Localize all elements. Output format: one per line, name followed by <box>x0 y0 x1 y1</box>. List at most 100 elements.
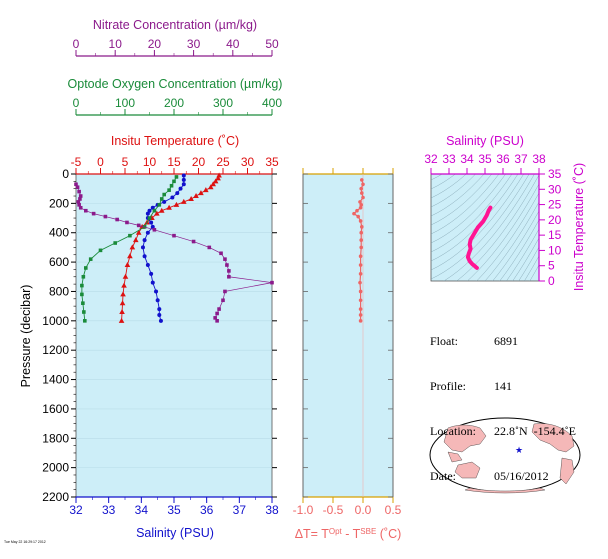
delta-point-18 <box>358 272 363 276</box>
oxygen-point-14 <box>84 266 88 270</box>
nitrate-point-19 <box>223 257 227 261</box>
pressure-tick-label-3: 600 <box>49 255 69 269</box>
profile-row: Profile: 141 <box>430 379 576 394</box>
salinity-point-24 <box>157 312 162 317</box>
delta-tick-label-2: 0.0 <box>355 503 372 517</box>
ts-temperature-tick-label-1: 5 <box>548 259 555 273</box>
nitrate-point-11 <box>115 217 119 222</box>
nitrate-point-29 <box>215 319 219 323</box>
salinity-point-1 <box>181 177 186 182</box>
nitrate-tick-label-0: 0 <box>73 37 80 51</box>
float-value: 6891 <box>494 334 518 348</box>
ts-density-contour <box>524 255 539 281</box>
pressure-tick-label-0: 0 <box>62 167 69 181</box>
map-land-australia <box>454 461 481 479</box>
delta-axis-sup2: SBE <box>360 527 376 536</box>
salinity-point-18 <box>145 263 150 268</box>
map-land-southeast-asia <box>447 451 463 463</box>
nitrate-point-17 <box>207 245 212 250</box>
temperature-point-21 <box>124 262 131 268</box>
nitrate-tick-label-3: 30 <box>187 37 201 51</box>
ts-density-contour <box>456 174 539 281</box>
temperature-point-5 <box>203 187 209 193</box>
date-row: Date: 05/16/2012 <box>430 469 576 484</box>
nitrate-point-24 <box>223 289 227 294</box>
salinity-point-21 <box>154 289 159 294</box>
salinity-point-13 <box>150 224 155 229</box>
nitrate-point-23 <box>270 280 274 285</box>
temperature-axis-title: Insitu Temperature (˚C) <box>111 134 239 148</box>
pressure-tick-label-7: 1400 <box>42 373 69 387</box>
ts-density-contour <box>466 183 539 281</box>
ts-salinity-tick-label-6: 38 <box>532 152 546 166</box>
delta-tick-label-0: -1.0 <box>293 503 314 517</box>
ts-density-contour <box>484 201 539 281</box>
ts-salinity-axis-title: Salinity (PSU) <box>446 134 524 148</box>
salinity-point-17 <box>142 254 147 259</box>
delta-point-23 <box>358 313 363 317</box>
ts-salinity-tick-label-2: 34 <box>460 152 474 166</box>
delta-point-4 <box>361 195 365 200</box>
nitrate-point-0 <box>74 182 78 187</box>
ts-density-contour <box>506 228 539 281</box>
nitrate-point-8 <box>84 208 88 213</box>
ts-density-contour <box>443 174 535 281</box>
delta-tick-label-3: 0.5 <box>385 503 402 517</box>
oxygen-point-11 <box>113 241 117 245</box>
temperature-tick-label-5: 20 <box>192 155 206 169</box>
nitrate-point-10 <box>103 214 108 219</box>
temperature-tick-label-8: 35 <box>265 155 279 169</box>
profile-label: Profile: <box>430 379 466 393</box>
nitrate-point-3 <box>78 194 83 198</box>
salinity-tick-label-2: 34 <box>135 503 149 517</box>
oxygen-point-19 <box>82 310 86 314</box>
ts-density-contour <box>431 174 500 235</box>
temperature-point-24 <box>120 291 126 297</box>
nitrate-axis-title: Nitrate Concentration (µm/kg) <box>93 18 257 32</box>
nitrate-point-1 <box>75 185 80 190</box>
oxygen-point-7 <box>152 208 157 213</box>
temperature-point-18 <box>132 237 139 243</box>
pressure-tick-label-2: 400 <box>49 226 69 240</box>
nitrate-point-15 <box>172 233 176 238</box>
temperature-tick-label-4: 15 <box>167 155 181 169</box>
delta-tick-label-1: -0.5 <box>323 503 344 517</box>
ts-density-contour <box>431 174 456 190</box>
salinity-point-8 <box>150 205 155 210</box>
ts-temperature-tick-label-4: 20 <box>548 213 562 227</box>
ts-density-contour <box>431 174 513 253</box>
salinity-point-25 <box>158 318 163 323</box>
salinity-tick-label-0: 32 <box>69 503 83 517</box>
temperature-point-10 <box>173 201 180 207</box>
ts-density-contours <box>431 174 539 281</box>
nitrate-point-7 <box>78 205 83 210</box>
oxygen-tick-label-1: 100 <box>115 96 135 110</box>
nitrate-point-9 <box>91 211 96 216</box>
temperature-point-23 <box>121 282 127 288</box>
ts-plot-area <box>430 173 540 282</box>
delta-point-0 <box>360 178 364 182</box>
salinity-point-0 <box>181 173 186 178</box>
salinity-point-3 <box>178 186 183 191</box>
ts-density-contour <box>431 174 530 280</box>
nitrate-point-22 <box>227 274 231 279</box>
salinity-point-15 <box>142 238 147 243</box>
ts-density-contour <box>476 192 539 281</box>
oxygen-point-1 <box>172 179 176 184</box>
delta-series <box>352 178 365 323</box>
delta-point-24 <box>358 319 363 323</box>
oxygen-point-10 <box>128 233 132 238</box>
temperature-point-13 <box>154 210 160 216</box>
oxygen-point-5 <box>159 197 164 201</box>
world-map: ★ <box>429 417 581 494</box>
temperature-tick-label-2: 5 <box>122 155 129 169</box>
map-land-north-america <box>531 423 575 453</box>
delta-point-9 <box>352 211 356 216</box>
map-land-south-america <box>559 457 575 485</box>
salinity-tick-label-4: 36 <box>200 503 214 517</box>
pressure-tick-label-11: 2200 <box>42 490 69 504</box>
delta-point-16 <box>358 254 363 259</box>
salinity-point-16 <box>140 245 145 250</box>
